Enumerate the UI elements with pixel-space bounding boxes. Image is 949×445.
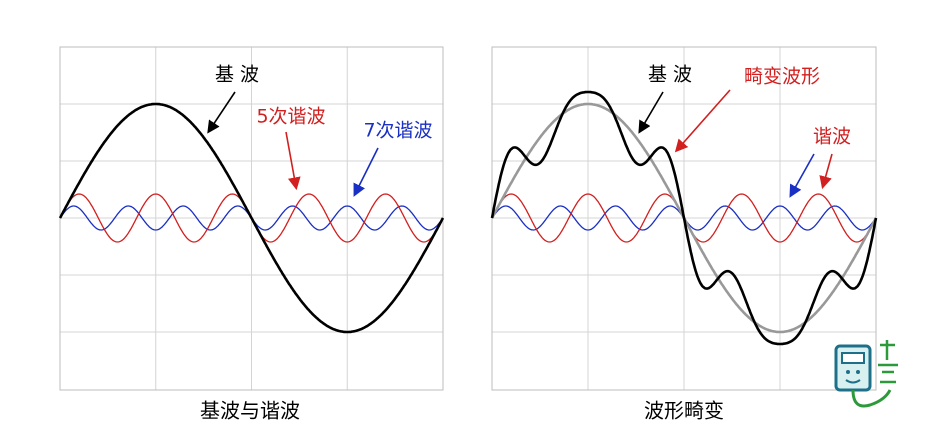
label: 畸变波形 bbox=[744, 66, 820, 88]
label: 基 波 bbox=[648, 64, 692, 86]
arrow bbox=[819, 153, 833, 190]
fundamental bbox=[58, 102, 445, 334]
caption: 波形畸变 bbox=[644, 399, 724, 423]
arrow bbox=[353, 147, 379, 197]
logo bbox=[834, 340, 898, 408]
caption: 基波与谐波 bbox=[200, 399, 300, 423]
label: 7次谐波 bbox=[363, 120, 432, 142]
arrow bbox=[285, 131, 301, 191]
label: 基 波 bbox=[215, 64, 259, 86]
arrow bbox=[638, 91, 664, 134]
arrow bbox=[674, 89, 731, 153]
distorted-wave bbox=[490, 90, 878, 346]
panel bbox=[490, 46, 878, 391]
label: 5次谐波 bbox=[256, 106, 325, 128]
arrow bbox=[207, 91, 236, 134]
label: 谐波 bbox=[813, 126, 851, 148]
arrow bbox=[789, 153, 815, 198]
panel bbox=[58, 46, 445, 391]
